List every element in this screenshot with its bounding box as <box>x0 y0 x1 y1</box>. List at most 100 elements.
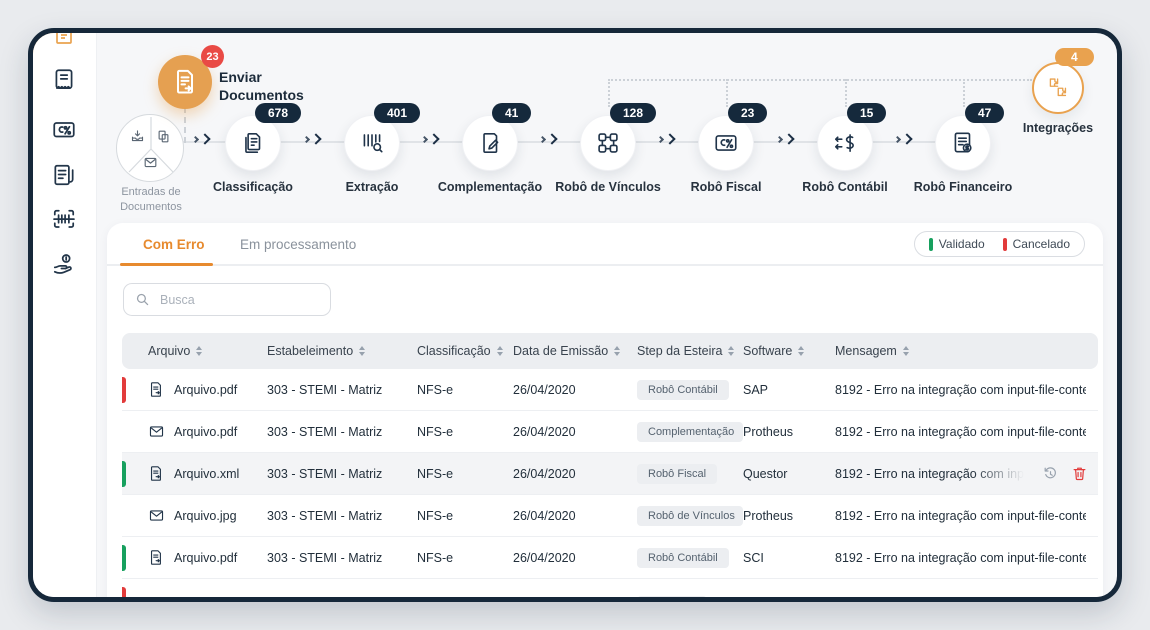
green-status-swatch <box>928 237 933 251</box>
pipeline-connector <box>150 141 963 143</box>
pipeline-step-robo-financeiro[interactable]: 47 Robô Financeiro <box>914 103 1012 194</box>
table-row[interactable]: Arquivo.jpg 303 - STEMI - Matriz NFS-e 2… <box>122 495 1098 537</box>
reprocess-icon[interactable] <box>1042 465 1059 482</box>
file-name: Arquivo.pdf <box>174 382 238 397</box>
estab-cell: 303 - STEMI - Matriz <box>267 424 383 439</box>
pipeline-step-robo-de-vinculos[interactable]: 128 Robô de Vínculos <box>555 103 661 194</box>
sort-icon <box>359 346 366 356</box>
header-software[interactable]: Software <box>743 344 835 358</box>
date-cell: 26/04/2020 <box>513 508 576 523</box>
software-cell: Questor <box>743 466 788 481</box>
table-header-row: Arquivo Estabeleimento Classificação Dat… <box>122 333 1098 369</box>
step-count-badge: 401 <box>374 103 421 123</box>
step-label: Robô Fiscal <box>690 180 762 194</box>
file-cell: Arquivo.jpg <box>148 507 267 524</box>
date-cell: 26/04/2020 <box>513 466 576 481</box>
header-arquivo[interactable]: Arquivo <box>148 344 267 358</box>
estab-cell: 303 - STEMI - Matriz <box>267 382 383 397</box>
step-cell: Complementação <box>637 421 743 442</box>
hand-coin-icon[interactable] <box>51 252 77 278</box>
file-name: Arquivo.jpg <box>174 508 237 523</box>
integrations-dotted-drop <box>608 79 610 107</box>
currency-exchange-icon <box>834 134 854 152</box>
table-row[interactable]: Arquivo.pdf 303 - STEMI - Matriz NFS-e 2… <box>122 411 1098 453</box>
chevron-separator <box>191 133 211 145</box>
integrations-badge: 4 <box>1055 48 1094 66</box>
errors-table: Arquivo Estabeleimento Classificação Dat… <box>122 333 1098 597</box>
file-name: Arquivo.xml <box>174 466 240 481</box>
estab-cell: 303 - STEMI - Matriz <box>267 550 383 565</box>
ledger-book-icon[interactable] <box>51 67 77 93</box>
step-label: Robô de Vínculos <box>555 180 661 194</box>
pipeline-step-robo-fiscal[interactable]: 23 Robô Fiscal <box>691 103 768 194</box>
integrations-dotted-drop <box>963 79 965 107</box>
step-cell: Robô de Vínculos <box>637 505 743 526</box>
class-cell: NFS-e <box>417 466 454 481</box>
integrations-dotted-drop <box>845 79 847 107</box>
chevron-separator <box>893 133 913 145</box>
step-chip <box>637 595 707 597</box>
chevron-separator <box>538 133 558 145</box>
tab-divider <box>107 264 1103 266</box>
header-step-esteira[interactable]: Step da Esteira <box>637 344 743 358</box>
file-name: Arquivo.pdf <box>174 424 238 439</box>
linked-nodes-icon <box>598 133 618 153</box>
chevron-separator <box>656 133 676 145</box>
sort-icon <box>196 346 203 356</box>
header-label: Mensagem <box>835 344 897 358</box>
header-label: Classificação <box>417 344 491 358</box>
search-input[interactable] <box>123 283 331 316</box>
header-label: Estabeleimento <box>267 344 354 358</box>
legend-cancelado: Cancelado <box>1002 237 1070 251</box>
header-data-emissao[interactable]: Data de Emissão <box>513 344 637 358</box>
table-row-hovered[interactable]: Arquivo.xml 303 - STEMI - Matriz NFS-e 2… <box>122 453 1098 495</box>
document-notes-icon[interactable] <box>51 162 77 188</box>
step-label: Classificação <box>213 180 293 194</box>
fiscal-card-icon[interactable] <box>51 117 77 143</box>
sort-icon <box>902 346 909 356</box>
pipeline-step-robo-contabil[interactable]: 15 Robô Contábil <box>802 103 888 194</box>
integrations-node[interactable] <box>1032 62 1084 114</box>
table-row[interactable] <box>122 579 1098 597</box>
status-indicator-cancelado <box>122 587 126 597</box>
class-cell: NFS-e <box>417 508 454 523</box>
active-module-icon[interactable] <box>52 33 76 45</box>
header-classificacao[interactable]: Classificação <box>417 344 513 358</box>
row-actions <box>972 453 1088 494</box>
step-count-badge: 128 <box>610 103 657 123</box>
header-estabeleimento[interactable]: Estabeleimento <box>267 344 417 358</box>
table-row[interactable]: Arquivo.pdf 303 - STEMI - Matriz NFS-e 2… <box>122 537 1098 579</box>
status-indicator-validado <box>122 461 126 487</box>
device-scan-icon <box>156 129 171 144</box>
pipeline-step-complementacao[interactable]: 41 Complementação <box>438 103 542 194</box>
tab-em-processamento[interactable]: Em processamento <box>240 237 357 252</box>
step-cell: Robô Fiscal <box>637 463 743 484</box>
pipeline-step-classificacao[interactable]: 678 Classificação <box>213 103 302 194</box>
estab-cell: 303 - STEMI - Matriz <box>267 466 383 481</box>
barcode-reader-icon[interactable] <box>51 207 77 233</box>
active-tab-indicator <box>120 263 213 266</box>
step-count-badge: 47 <box>965 103 1005 123</box>
step-count-badge: 23 <box>728 103 768 123</box>
message-cell: 8192 - Erro na integração com input-file… <box>835 424 1086 439</box>
step-count-badge: 41 <box>492 103 532 123</box>
chevron-separator <box>775 133 795 145</box>
invoice-dollar-icon <box>954 132 972 153</box>
status-indicator-validado <box>122 545 126 571</box>
search-box <box>123 283 331 316</box>
tab-com-erro[interactable]: Com Erro <box>143 237 205 252</box>
header-label: Arquivo <box>148 344 191 358</box>
sort-icon <box>728 346 735 356</box>
header-mensagem[interactable]: Mensagem <box>835 344 1086 358</box>
pipeline-step-extracao[interactable]: 401 Extração <box>344 103 421 194</box>
integrations-dotted-drop <box>726 79 728 107</box>
red-status-swatch <box>1002 237 1007 251</box>
status-indicator-cancelado <box>122 377 126 403</box>
message-cell: 8192 - Erro na integração com input-file… <box>835 550 1086 565</box>
software-cell: SAP <box>743 382 769 397</box>
table-row[interactable]: Arquivo.pdf 303 - STEMI - Matriz NFS-e 2… <box>122 369 1098 411</box>
file-name: Arquivo.pdf <box>174 550 238 565</box>
trash-icon[interactable] <box>1071 465 1088 482</box>
estab-cell: 303 - STEMI - Matriz <box>267 508 383 523</box>
